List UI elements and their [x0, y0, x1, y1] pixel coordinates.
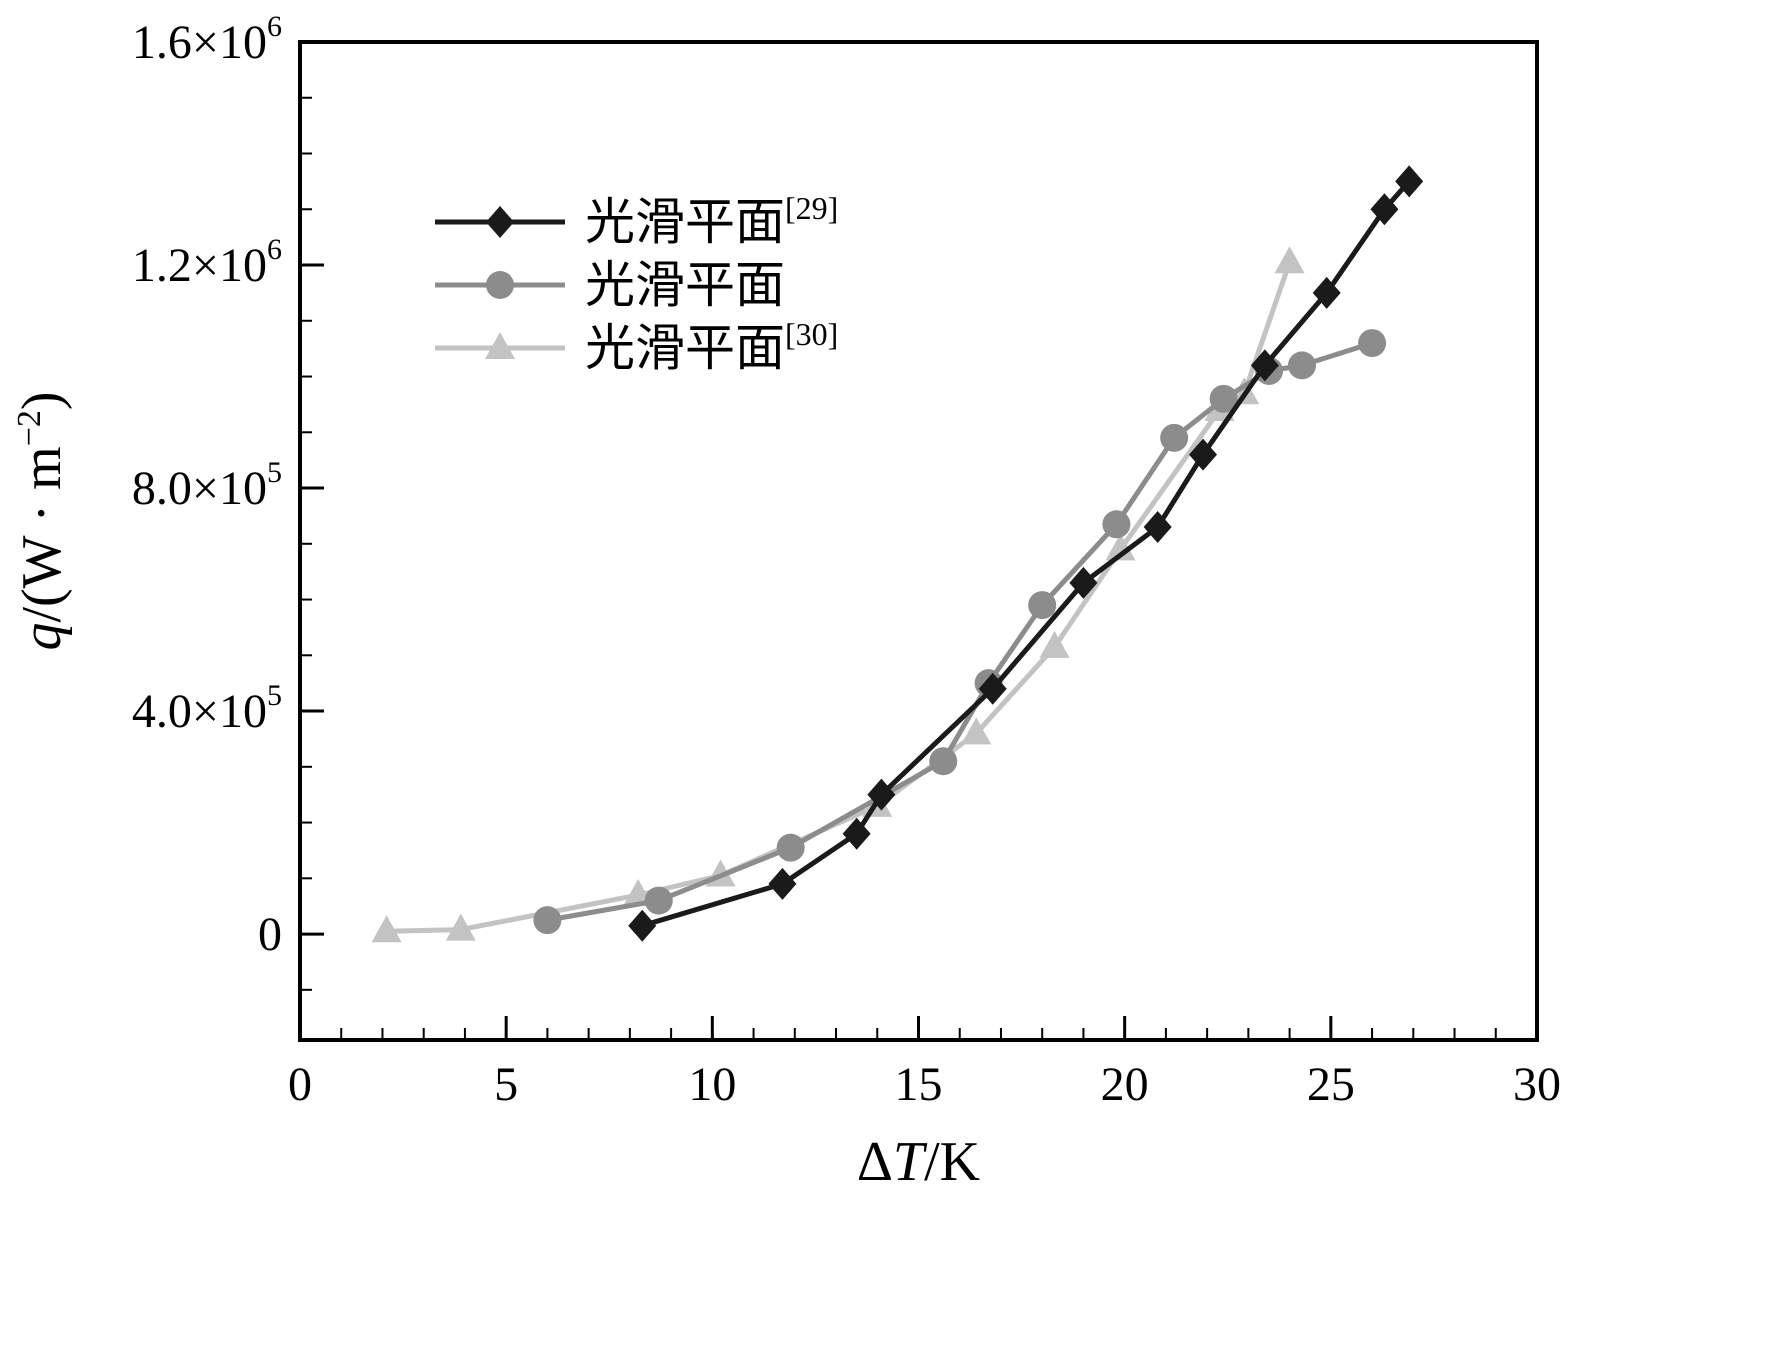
- x-tick-label: 5: [494, 1058, 518, 1111]
- x-tick-label: 10: [688, 1058, 736, 1111]
- circle-marker: [644, 886, 673, 915]
- diamond-marker: [867, 778, 896, 811]
- diamond-marker: [1189, 438, 1218, 471]
- y-tick-label: 8.0×105: [132, 456, 282, 515]
- diamond-marker: [768, 867, 797, 900]
- triangle-marker: [961, 717, 992, 745]
- legend-entry: 光滑平面: [435, 257, 785, 313]
- triangle-icon: [485, 332, 515, 359]
- triangle-marker: [1105, 533, 1136, 561]
- circle-marker: [533, 906, 562, 935]
- diamond-icon: [486, 206, 514, 238]
- y-tick-label: 1.6×106: [132, 10, 282, 69]
- legend-label: 光滑平面[29]: [585, 190, 838, 250]
- circle-marker: [776, 833, 805, 862]
- diamond-marker: [1312, 276, 1341, 309]
- diamond-marker: [628, 909, 657, 942]
- triangle-marker: [445, 913, 476, 941]
- series-0: [628, 165, 1424, 942]
- x-tick-label: 25: [1307, 1058, 1355, 1111]
- legend-label: 光滑平面: [585, 257, 785, 313]
- series-line-2: [384, 259, 1293, 934]
- series-line-1: [544, 340, 1375, 923]
- plot-frame: [298, 40, 1539, 1042]
- y-tick-label: 0: [258, 908, 282, 961]
- legend-entry: 光滑平面[29]: [435, 190, 838, 250]
- circle-marker: [1102, 510, 1131, 539]
- circle-marker: [1287, 351, 1316, 380]
- legend-entry: 光滑平面[30]: [435, 316, 838, 376]
- circle-marker: [1160, 423, 1189, 452]
- diamond-marker: [1395, 165, 1424, 198]
- diamond-marker: [1250, 349, 1279, 382]
- diamond-marker: [842, 817, 871, 850]
- circle-icon: [486, 271, 514, 299]
- x-tick-label: 15: [895, 1058, 943, 1111]
- diamond-marker: [978, 672, 1007, 705]
- diamond-marker: [1069, 566, 1098, 599]
- y-axis-label: q/(W · m−2): [11, 391, 73, 650]
- diamond-marker: [1370, 193, 1399, 226]
- circle-marker: [1028, 591, 1057, 620]
- x-axis-label: ΔT/K: [857, 1131, 980, 1193]
- circle-marker: [929, 747, 958, 776]
- circle-marker: [1358, 329, 1387, 358]
- legend-label: 光滑平面[30]: [585, 316, 838, 376]
- y-tick-label: 1.2×106: [132, 233, 282, 292]
- series-1: [533, 329, 1387, 935]
- triangle-marker: [1274, 246, 1305, 274]
- triangle-marker: [371, 915, 402, 943]
- y-tick-label: 4.0×105: [132, 679, 282, 738]
- x-tick-label: 30: [1513, 1058, 1561, 1111]
- diamond-marker: [1143, 511, 1172, 544]
- series-line-0: [639, 178, 1412, 929]
- circle-marker: [1209, 384, 1238, 413]
- triangle-marker: [1039, 630, 1070, 658]
- x-tick-label: 0: [288, 1058, 312, 1111]
- x-tick-label: 20: [1101, 1058, 1149, 1111]
